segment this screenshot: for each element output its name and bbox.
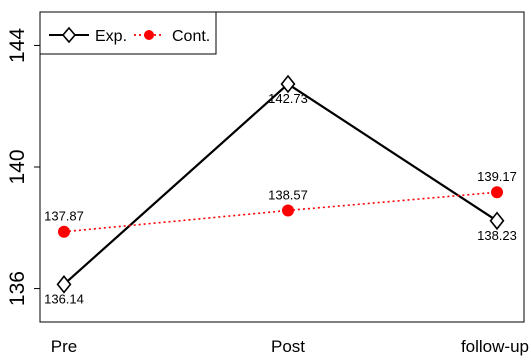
plot-frame [39, 11, 525, 323]
legend-item-cont: Cont. [134, 28, 210, 45]
legend-marker [61, 26, 77, 44]
data-label: 138.57 [268, 187, 308, 202]
series-0: 136.14 142.73 138.23 [44, 74, 517, 306]
y-tick-label: 140 [6, 149, 29, 184]
data-point [282, 204, 294, 217]
data-point [491, 186, 503, 199]
legend-marker [144, 30, 154, 40]
data-label: 142.73 [268, 91, 308, 106]
y-axis: 136 140 144 [6, 28, 40, 306]
x-axis: Pre Post follow-up [51, 337, 529, 356]
series-1: 137.87 138.57 139.17 [44, 169, 517, 238]
series-layer: 136.14 142.73 138.23 137.87 138.57 139.17 [44, 74, 517, 306]
legend: Exp. Cont. [39, 11, 217, 55]
legend-label: Cont. [172, 28, 210, 45]
x-tick-label: Post [271, 337, 305, 356]
data-label: 136.14 [44, 291, 84, 306]
y-tick-label: 144 [6, 28, 29, 63]
legend-item-exp: Exp. [49, 26, 127, 45]
data-point [58, 225, 70, 238]
data-point [280, 74, 296, 94]
data-label: 138.23 [477, 228, 517, 243]
x-tick-label: Pre [51, 337, 77, 356]
data-label: 137.87 [44, 209, 84, 224]
x-tick-label: follow-up [461, 337, 529, 356]
y-tick-label: 136 [6, 271, 29, 306]
series-line [63, 82, 498, 286]
legend-label: Exp. [95, 28, 127, 45]
data-label: 139.17 [477, 169, 517, 184]
data-point [489, 211, 505, 231]
data-point [56, 275, 72, 294]
